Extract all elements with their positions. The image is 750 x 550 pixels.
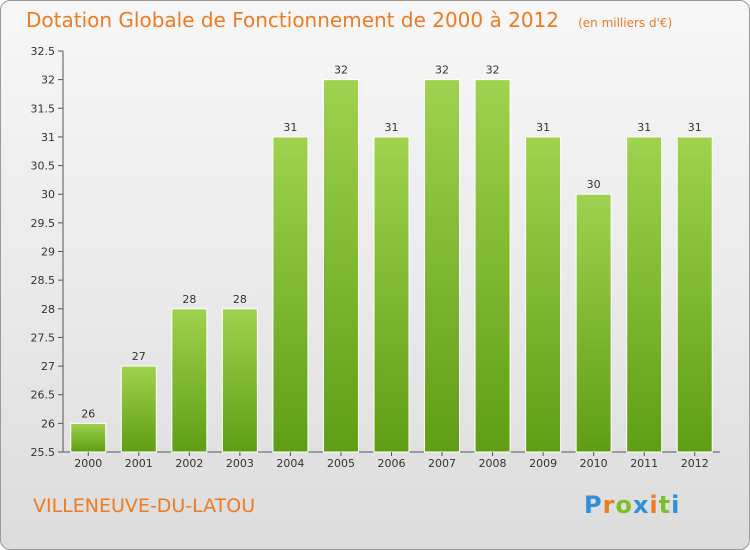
bar-value-label: 32 — [334, 64, 348, 77]
bar-value-label: 31 — [385, 121, 399, 134]
y-tick-label: 27.5 — [31, 331, 56, 344]
bar — [272, 136, 309, 453]
bar-value-label: 26 — [81, 407, 95, 420]
y-tick-label: 28 — [41, 303, 55, 316]
y-tick-label: 29.5 — [31, 217, 56, 230]
x-tick-label: 2000 — [74, 457, 102, 470]
bar-value-label: 28 — [233, 293, 247, 306]
bar-value-label: 32 — [486, 64, 500, 77]
y-tick-label: 30 — [41, 188, 55, 201]
x-tick-label: 2009 — [529, 457, 557, 470]
bar-value-label: 32 — [435, 64, 449, 77]
bar-value-label: 31 — [283, 121, 297, 134]
bar — [70, 422, 107, 453]
bar — [322, 79, 359, 453]
bar-value-label: 27 — [132, 350, 146, 363]
x-tick-label: 2007 — [428, 457, 456, 470]
chart-title: Dotation Globale de Fonctionnement de 20… — [26, 8, 559, 32]
y-tick-label: 31.5 — [31, 102, 56, 115]
brand-letter: o — [615, 491, 633, 519]
bar-value-label: 31 — [536, 121, 550, 134]
bar — [676, 136, 713, 453]
y-tick-label: 27 — [41, 360, 55, 373]
y-tick-label: 32 — [41, 74, 55, 87]
commune-name: VILLENEUVE-DU-LATOU — [33, 495, 256, 517]
x-tick-label: 2006 — [378, 457, 406, 470]
x-tick-label: 2008 — [479, 457, 507, 470]
bar — [575, 193, 612, 453]
y-tick-label: 26 — [41, 417, 55, 430]
bar — [424, 79, 461, 453]
x-tick-label: 2011 — [630, 457, 658, 470]
brand-letter: i — [671, 491, 681, 519]
x-tick-label: 2001 — [125, 457, 153, 470]
bar-value-label: 30 — [587, 178, 601, 191]
x-tick-label: 2002 — [175, 457, 203, 470]
y-tick-label: 28.5 — [31, 274, 56, 287]
bar-value-label: 31 — [637, 121, 651, 134]
brand-letter: x — [632, 491, 650, 519]
x-tick-label: 2004 — [276, 457, 304, 470]
title-row: Dotation Globale de Fonctionnement de 20… — [26, 8, 672, 32]
bar — [221, 308, 258, 453]
bar-value-label: 31 — [688, 121, 702, 134]
chart-unit: (en milliers d'€) — [578, 16, 673, 30]
y-tick-label: 26.5 — [31, 389, 56, 402]
x-tick-label: 2005 — [327, 457, 355, 470]
x-tick-label: 2010 — [580, 457, 608, 470]
bar — [171, 308, 208, 453]
bar — [474, 79, 511, 453]
bar — [120, 365, 157, 453]
y-tick-label: 31 — [41, 131, 55, 144]
bar — [626, 136, 663, 453]
brand-letter: t — [658, 491, 672, 519]
brand-letter: r — [602, 491, 616, 519]
y-tick-label: 30.5 — [31, 160, 56, 173]
x-tick-label: 2003 — [226, 457, 254, 470]
brand-logo: Proxiti — [584, 491, 680, 519]
bar — [373, 136, 410, 453]
y-tick-label: 32.5 — [31, 45, 56, 58]
x-tick-label: 2012 — [681, 457, 709, 470]
bar-value-label: 28 — [182, 293, 196, 306]
y-tick-label: 29 — [41, 246, 55, 259]
bar — [525, 136, 562, 453]
y-tick-label: 25.5 — [31, 446, 56, 459]
brand-letter: i — [649, 491, 659, 519]
brand-letter: P — [584, 491, 603, 519]
